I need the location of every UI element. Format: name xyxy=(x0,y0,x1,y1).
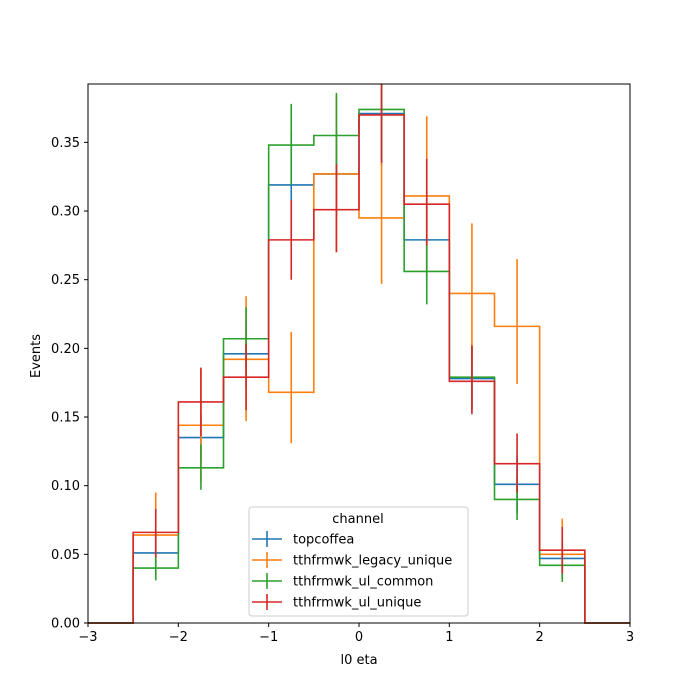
x-tick-label: 0 xyxy=(355,630,363,645)
step-line xyxy=(88,114,630,624)
x-tick-label: −1 xyxy=(259,630,278,645)
legend-label: tthfrmwk_legacy_unique xyxy=(293,554,452,569)
series-layer xyxy=(88,84,630,624)
legend-entry: tthfrmwk_legacy_unique xyxy=(252,552,452,569)
legend: channel topcoffeatthfrmwk_legacy_uniquet… xyxy=(248,506,469,617)
legend-title: channel xyxy=(332,512,383,527)
legend-entry: topcoffea xyxy=(252,531,354,548)
y-tick-label: 0.35 xyxy=(51,136,80,151)
y-axis-label: Events xyxy=(29,334,44,378)
y-tick-label: 0.05 xyxy=(51,548,80,563)
y-tick-label: 0.10 xyxy=(51,479,80,494)
x-axis-label: l0 eta xyxy=(340,653,377,668)
x-tick-label: −3 xyxy=(78,630,97,645)
legend-label: tthfrmwk_ul_unique xyxy=(293,596,421,611)
legend-entries: topcoffea tthfrmwk_legacy_unique tthfrmwk_… xyxy=(252,531,452,611)
x-tick-label: 2 xyxy=(536,630,544,645)
y-tick-label: 0.30 xyxy=(51,205,80,220)
y-tick-label: 0.25 xyxy=(51,273,80,288)
legend-label: tthfrmwk_ul_common xyxy=(293,575,433,590)
series-tthfrmwk_ul_unique xyxy=(88,84,630,624)
legend-label: topcoffea xyxy=(293,533,354,548)
ticks-layer: −3 −2 −1 0 1 2 3 0.00 0.05 0.10 0.15 0.20 0.25 0.30 0.… xyxy=(51,136,634,645)
x-tick-label: −2 xyxy=(169,630,188,645)
legend-entry: tthfrmwk_ul_unique xyxy=(252,594,421,611)
legend-entry: tthfrmwk_ul_common xyxy=(252,573,433,590)
x-tick-label: 3 xyxy=(626,630,634,645)
y-tick-label: 0.15 xyxy=(51,411,80,426)
y-tick-label: 0.20 xyxy=(51,342,80,357)
x-tick-label: 1 xyxy=(445,630,453,645)
y-tick-label: 0.00 xyxy=(51,617,80,632)
legend-frame xyxy=(248,506,469,617)
